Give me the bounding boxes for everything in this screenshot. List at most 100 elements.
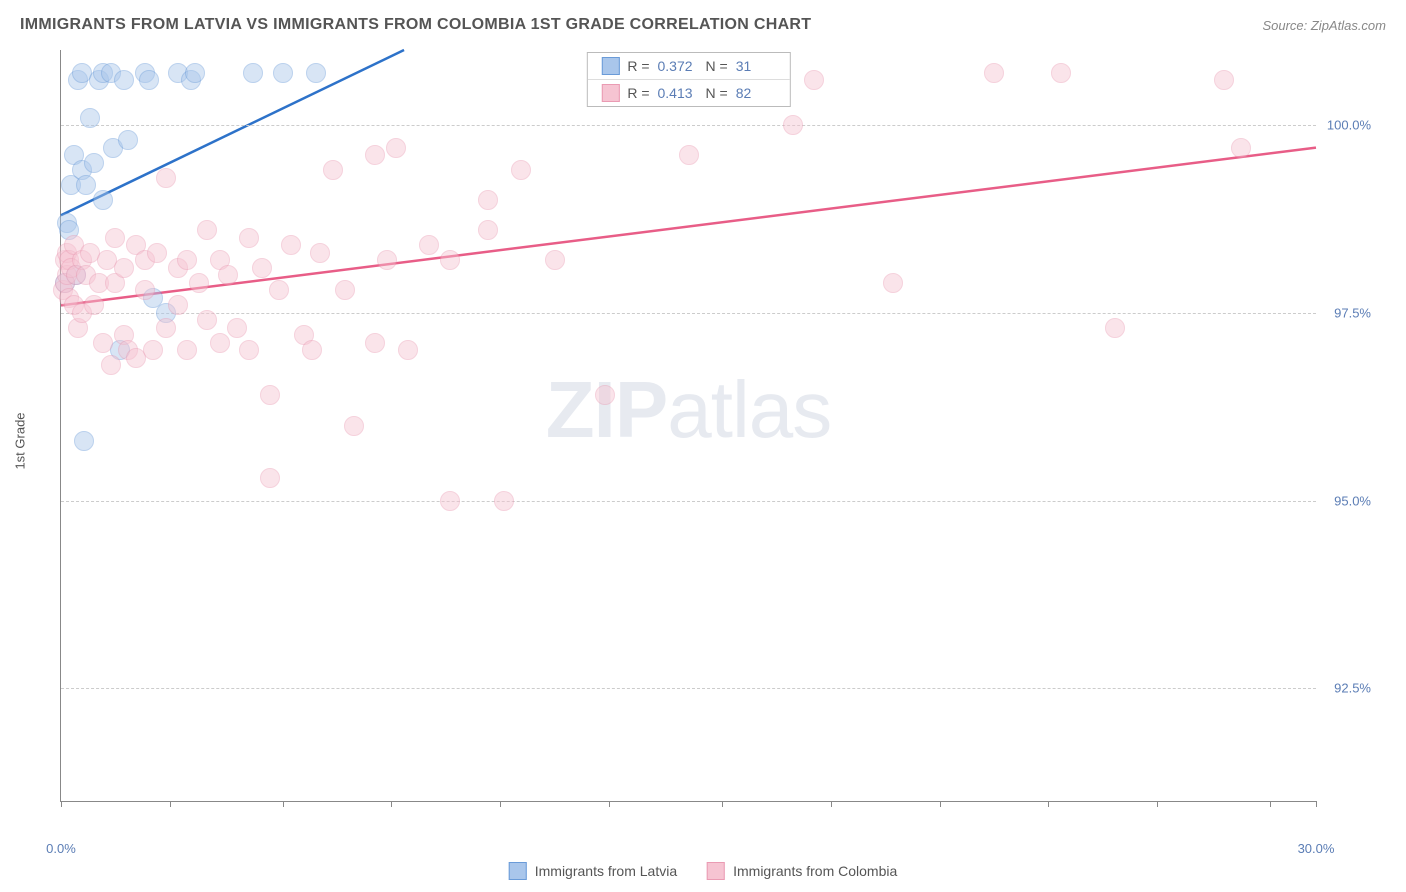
x-tick [1157, 801, 1158, 807]
legend-n-label: N = [706, 85, 728, 101]
plot-area: ZIPatlas R =0.372N =31R =0.413N =82 92.5… [60, 50, 1316, 802]
y-tick-label: 95.0% [1321, 493, 1371, 508]
legend-swatch [509, 862, 527, 880]
data-point [595, 385, 615, 405]
data-point [156, 318, 176, 338]
data-point [210, 333, 230, 353]
data-point [478, 190, 498, 210]
legend-r-value: 0.372 [658, 58, 698, 74]
data-point [105, 228, 125, 248]
y-tick-label: 97.5% [1321, 305, 1371, 320]
data-point [197, 220, 217, 240]
x-tick [722, 801, 723, 807]
legend-swatch [601, 57, 619, 75]
data-point [239, 340, 259, 360]
legend-r-label: R = [627, 85, 649, 101]
data-point [177, 250, 197, 270]
data-point [1051, 63, 1071, 83]
data-point [281, 235, 301, 255]
legend-n-value: 82 [736, 85, 776, 101]
data-point [239, 228, 259, 248]
data-point [93, 190, 113, 210]
data-point [177, 340, 197, 360]
data-point [419, 235, 439, 255]
data-point [260, 385, 280, 405]
x-tick [500, 801, 501, 807]
data-point [511, 160, 531, 180]
data-point [365, 333, 385, 353]
data-point [147, 243, 167, 263]
x-tick [1048, 801, 1049, 807]
legend-item: Immigrants from Latvia [509, 862, 677, 880]
data-point [84, 153, 104, 173]
data-point [156, 168, 176, 188]
x-tick [170, 801, 171, 807]
legend-r-value: 0.413 [658, 85, 698, 101]
data-point [302, 340, 322, 360]
data-point [478, 220, 498, 240]
data-point [227, 318, 247, 338]
x-tick-label: 30.0% [1298, 841, 1335, 856]
data-point [1105, 318, 1125, 338]
data-point [139, 70, 159, 90]
data-point [185, 63, 205, 83]
data-point [365, 145, 385, 165]
gridline [61, 313, 1316, 314]
x-tick [283, 801, 284, 807]
data-point [1214, 70, 1234, 90]
y-tick-label: 100.0% [1321, 118, 1371, 133]
data-point [984, 63, 1004, 83]
data-point [252, 258, 272, 278]
x-tick [831, 801, 832, 807]
data-point [310, 243, 330, 263]
data-point [344, 416, 364, 436]
gridline [61, 501, 1316, 502]
correlation-legend: R = 0.372 N = 31 R = 0.413 N = 82 [586, 52, 790, 107]
data-point [101, 355, 121, 375]
data-point [323, 160, 343, 180]
data-point [804, 70, 824, 90]
data-point [76, 175, 96, 195]
x-tick [1316, 801, 1317, 807]
legend-n-label: N = [706, 58, 728, 74]
data-point [273, 63, 293, 83]
legend-n-value: 31 [736, 58, 776, 74]
data-point [269, 280, 289, 300]
legend-swatch [601, 84, 619, 102]
chart-title: IMMIGRANTS FROM LATVIA VS IMMIGRANTS FRO… [20, 16, 811, 34]
data-point [545, 250, 565, 270]
y-axis-label: 1st Grade [13, 412, 28, 469]
data-point [335, 280, 355, 300]
data-point [377, 250, 397, 270]
data-point [1231, 138, 1251, 158]
y-tick-label: 92.5% [1321, 681, 1371, 696]
x-tick [391, 801, 392, 807]
data-point [440, 250, 460, 270]
chart-container: 1st Grade ZIPatlas R =0.372N =31R =0.413… [50, 50, 1376, 832]
data-point [386, 138, 406, 158]
legend-row: R = 0.372 N = 31 [587, 53, 789, 80]
legend-r-label: R = [627, 58, 649, 74]
data-point [80, 108, 100, 128]
legend-swatch [707, 862, 725, 880]
data-point [260, 468, 280, 488]
gridline [61, 688, 1316, 689]
data-point [218, 265, 238, 285]
data-point [883, 273, 903, 293]
data-point [168, 295, 188, 315]
data-point [398, 340, 418, 360]
x-tick [940, 801, 941, 807]
data-point [783, 115, 803, 135]
data-point [74, 431, 94, 451]
data-point [118, 130, 138, 150]
source-attribution: Source: ZipAtlas.com [1262, 18, 1386, 33]
watermark: ZIPatlas [546, 364, 831, 456]
series-legend: Immigrants from Latvia Immigrants from Co… [509, 862, 898, 880]
data-point [494, 491, 514, 511]
legend-series-label: Immigrants from Colombia [733, 863, 897, 879]
gridline [61, 125, 1316, 126]
trend-line [61, 148, 1316, 306]
data-point [306, 63, 326, 83]
data-point [114, 258, 134, 278]
legend-item: Immigrants from Colombia [707, 862, 897, 880]
